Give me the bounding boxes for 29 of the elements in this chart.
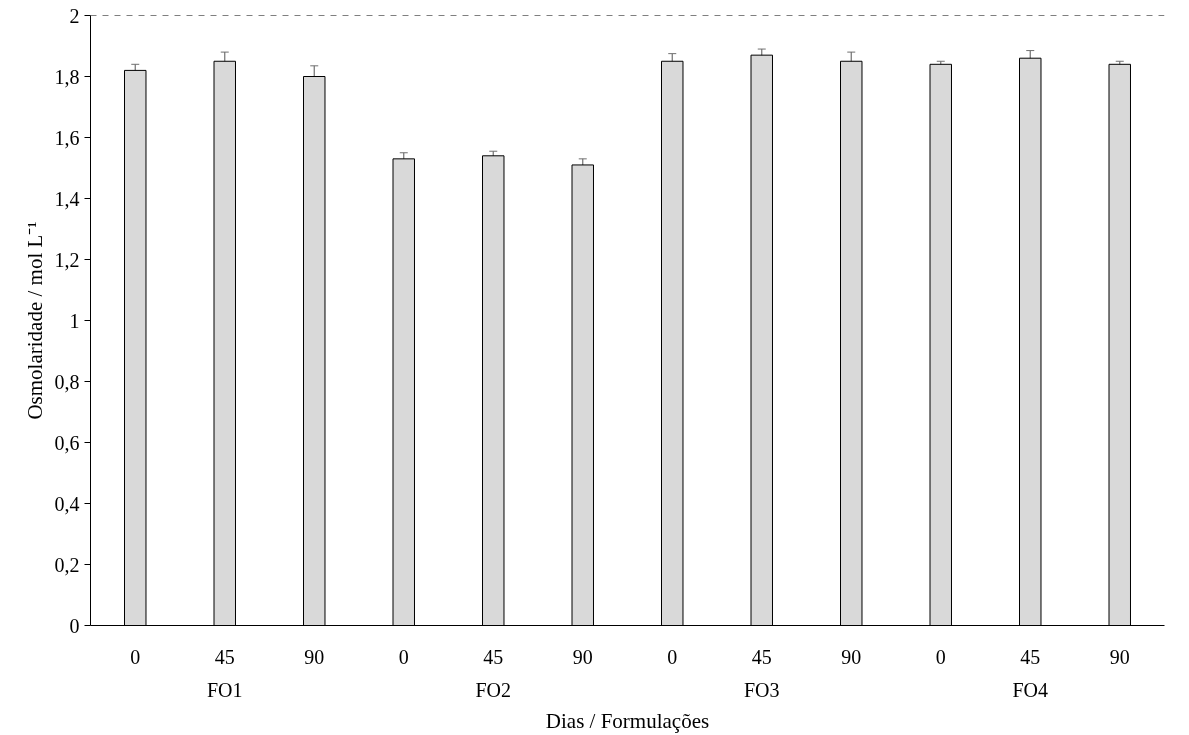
y-tick-label: 0,8 (54, 370, 80, 393)
text: FO4 (1012, 678, 1049, 701)
x-tick-label: 90 (572, 645, 593, 668)
x-tick-label: 0 (130, 645, 141, 668)
y-tick-label: 0,6 (54, 431, 80, 454)
x-axis-title: Dias / Formulações (545, 708, 710, 733)
y-tick-label: 1,4 (54, 187, 80, 210)
y-axis-title: Osmolaridade / mol L⁻¹ (22, 221, 47, 420)
y-tick-label: 0,4 (54, 492, 80, 515)
x-tick-label: 0 (667, 645, 678, 668)
y-tick-label: 1,8 (54, 65, 80, 88)
y-tick-label: 0,2 (54, 553, 80, 576)
x-tick-label: 0 (935, 645, 946, 668)
y-tick-label: 1,6 (54, 126, 80, 149)
text: FO3 (743, 678, 780, 701)
y-tick-label: 0 (69, 614, 80, 637)
y-tick-label: 2 (69, 4, 80, 27)
x-tick-label: 90 (304, 645, 325, 668)
text: FO2 (475, 678, 512, 701)
x-tick-label: 45 (483, 645, 504, 668)
x-tick-label: 90 (1109, 645, 1130, 668)
x-tick-label: 45 (214, 645, 235, 668)
y-tick-label: 1,2 (54, 248, 80, 271)
x-tick-label: 90 (841, 645, 862, 668)
x-tick-label: 0 (398, 645, 409, 668)
text: FO1 (206, 678, 243, 701)
y-tick-label: 1 (69, 309, 80, 332)
x-tick-label: 45 (751, 645, 772, 668)
x-tick-label: 45 (1020, 645, 1041, 668)
